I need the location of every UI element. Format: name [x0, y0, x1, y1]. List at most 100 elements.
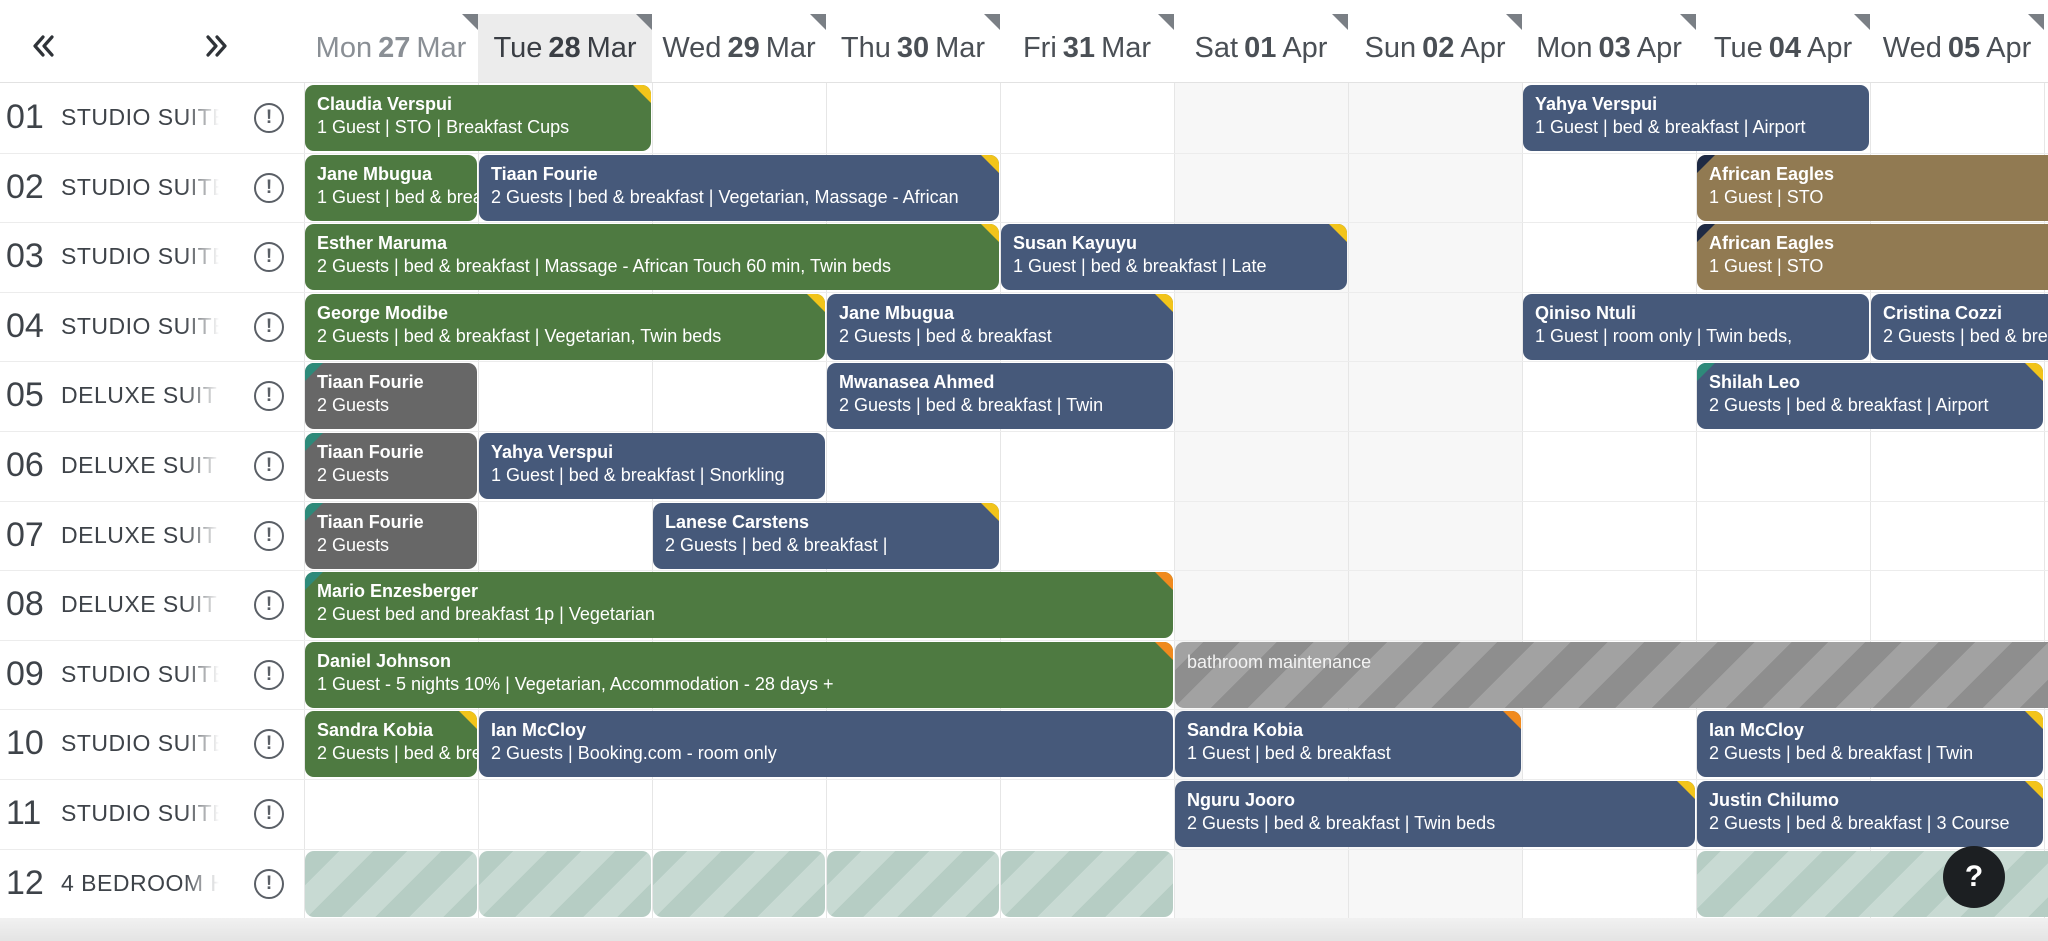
booking-block[interactable]: Nguru Jooro 2 Guests | bed & breakfast | …	[1175, 781, 1695, 847]
room-row[interactable]: 07 DELUXE SUITE!	[0, 501, 303, 570]
day-of-week: Thu	[840, 31, 891, 64]
booking-block[interactable]: Ian McCloy 2 Guests | Booking.com - room …	[479, 711, 1173, 777]
grid-line	[652, 83, 653, 941]
booking-block[interactable]: Tiaan Fourie 2 Guests	[305, 433, 477, 499]
booking-block[interactable]: Tiaan Fourie 2 Guests	[305, 503, 477, 569]
booking-block[interactable]: Justin Chilumo 2 Guests | bed & breakfast…	[1697, 781, 2043, 847]
booking-block[interactable]: Daniel Johnson 1 Guest - 5 nights 10% | V…	[305, 642, 1173, 708]
room-name: STUDIO SUITE	[61, 104, 219, 130]
room-row[interactable]: 12 4 BEDROOM HOUSE!	[0, 849, 303, 918]
room-row[interactable]: 06 DELUXE SUITE!	[0, 431, 303, 500]
day-header[interactable]: Mon 27 Mar	[304, 14, 478, 82]
booking-block[interactable]: George Modibe 2 Guests | bed & breakfast …	[305, 294, 825, 360]
guest-name: Tiaan Fourie	[491, 164, 598, 184]
booking-block[interactable]: Yahya Verspui 1 Guest | bed & breakfast |…	[1523, 85, 1869, 151]
month-name: Mar	[416, 31, 467, 64]
alert-icon[interactable]: !	[254, 659, 284, 690]
booking-block[interactable]: African Eagles 1 Guest | STO	[1697, 155, 2048, 221]
alert-icon[interactable]: !	[254, 311, 284, 342]
room-row[interactable]: 08 DELUXE SUITE!	[0, 570, 303, 639]
blocked-period[interactable]	[479, 851, 651, 917]
room-row[interactable]: 03 STUDIO SUITE!	[0, 222, 303, 291]
booking-block[interactable]: Cristina Cozzi 2 Guests | bed & breakfast	[1871, 294, 2048, 360]
room-row[interactable]: 10 STUDIO SUITE!	[0, 709, 303, 778]
grid-line	[0, 431, 2048, 432]
room-row[interactable]: 02 STUDIO SUITE!	[0, 153, 303, 222]
room-row[interactable]: 11 STUDIO SUITE!	[0, 779, 303, 848]
day-header[interactable]: Sun 02 Apr	[1348, 14, 1522, 82]
booking-block[interactable]: Tiaan Fourie 2 Guests | bed & breakfast |…	[479, 155, 999, 221]
grid-line	[478, 83, 479, 941]
alert-icon[interactable]: !	[254, 728, 284, 759]
booking-block[interactable]: Sandra Kobia 1 Guest | bed & breakfast	[1175, 711, 1521, 777]
help-button[interactable]: ?	[1943, 846, 2005, 908]
status-flag-marker	[2025, 363, 2043, 381]
next-week-button[interactable]	[195, 24, 239, 68]
booking-block[interactable]: Shilah Leo 2 Guests | bed & breakfast | A…	[1697, 363, 2043, 429]
grid-line	[1870, 83, 1871, 941]
alert-icon[interactable]: !	[254, 520, 284, 551]
room-row[interactable]: 09 STUDIO SUITE!	[0, 640, 303, 709]
status-flag-marker	[1155, 294, 1173, 312]
day-number: 30	[896, 31, 930, 64]
room-number: 08	[6, 585, 44, 623]
booking-block[interactable]: Sandra Kobia 2 Guests | bed & breakfast	[305, 711, 477, 777]
alert-icon[interactable]: !	[254, 241, 284, 272]
day-header[interactable]: Mon 03 Apr	[1522, 14, 1696, 82]
room-row[interactable]: 01 STUDIO SUITE!	[0, 83, 303, 152]
booking-block[interactable]: Mario Enzesberger 2 Guest bed and breakfa…	[305, 572, 1173, 638]
day-header[interactable]: Fri 31 Mar	[1000, 14, 1174, 82]
status-flag-marker	[305, 503, 323, 521]
booking-block[interactable]: Mwanasea Ahmed 2 Guests | bed & breakfast…	[827, 363, 1173, 429]
blocked-period[interactable]	[827, 851, 999, 917]
day-header[interactable]: Wed 05 Apr	[1870, 14, 2044, 82]
status-flag-marker	[459, 711, 477, 729]
guest-name: Qiniso Ntuli	[1535, 303, 1636, 323]
booking-block[interactable]: Susan Kayuyu 1 Guest | bed & breakfast | …	[1001, 224, 1347, 290]
day-of-week: Tue	[1713, 31, 1763, 64]
prev-week-button[interactable]	[21, 24, 65, 68]
alert-icon[interactable]: !	[254, 450, 284, 481]
booking-block[interactable]: Ian McCloy 2 Guests | bed & breakfast | T…	[1697, 711, 2043, 777]
day-header[interactable]: Tue 28 Mar	[478, 14, 652, 82]
booking-details: 2 Guests | bed & breakfast |	[665, 535, 888, 555]
alert-icon[interactable]: !	[254, 868, 284, 899]
guest-name: African Eagles	[1709, 164, 1835, 184]
maintenance-block[interactable]: bathroom maintenance	[1175, 642, 2048, 708]
room-row[interactable]: 04 STUDIO SUITE!	[0, 292, 303, 361]
blocked-period[interactable]	[653, 851, 825, 917]
day-header[interactable]: Wed 29 Mar	[652, 14, 826, 82]
alert-icon[interactable]: !	[254, 589, 284, 620]
guest-name: Ian McCloy	[491, 720, 587, 740]
booking-block[interactable]: Lanese Carstens 2 Guests | bed & breakfas…	[653, 503, 999, 569]
alert-icon[interactable]: !	[254, 172, 284, 203]
booking-block[interactable]: Claudia Verspui 1 Guest | STO | Breakfast…	[305, 85, 651, 151]
grid-line	[0, 361, 2048, 362]
room-number: 05	[6, 376, 44, 414]
booking-block[interactable]: Jane Mbugua 2 Guests | bed & breakfast	[827, 294, 1173, 360]
booking-block[interactable]: Esther Maruma 2 Guests | bed & breakfast …	[305, 224, 999, 290]
day-header[interactable]: Thu 30 Mar	[826, 14, 1000, 82]
alert-icon[interactable]: !	[254, 380, 284, 411]
blocked-period[interactable]	[305, 851, 477, 917]
alert-icon[interactable]: !	[254, 798, 284, 829]
alert-icon[interactable]: !	[254, 102, 284, 133]
booking-block[interactable]: Tiaan Fourie 2 Guests	[305, 363, 477, 429]
booking-block[interactable]: Jane Mbugua 1 Guest | bed & breakfast	[305, 155, 477, 221]
day-header[interactable]: Tue 04 Apr	[1696, 14, 1870, 82]
booking-block[interactable]: African Eagles 1 Guest | STO	[1697, 224, 2048, 290]
booking-details: 2 Guests | bed & breakfast | Vegetarian,…	[317, 326, 722, 346]
blocked-period[interactable]	[1001, 851, 1173, 917]
day-header[interactable]: Sat 01 Apr	[1174, 14, 1348, 82]
grid-line	[1000, 83, 1001, 941]
booking-block[interactable]: Qiniso Ntuli 1 Guest | room only | Twin b…	[1523, 294, 1869, 360]
guest-name: Tiaan Fourie	[317, 512, 424, 532]
room-name: DELUXE SUITE	[61, 452, 219, 478]
booking-details: 1 Guest | STO	[1709, 256, 1824, 276]
booking-block[interactable]: Yahya Verspui 1 Guest | bed & breakfast |…	[479, 433, 825, 499]
room-number: 12	[6, 864, 44, 902]
room-row[interactable]: 05 DELUXE SUITE!	[0, 361, 303, 430]
guest-name: Nguru Jooro	[1187, 790, 1295, 810]
horizontal-scrollbar[interactable]	[0, 918, 2048, 941]
grid-line	[0, 501, 2048, 502]
